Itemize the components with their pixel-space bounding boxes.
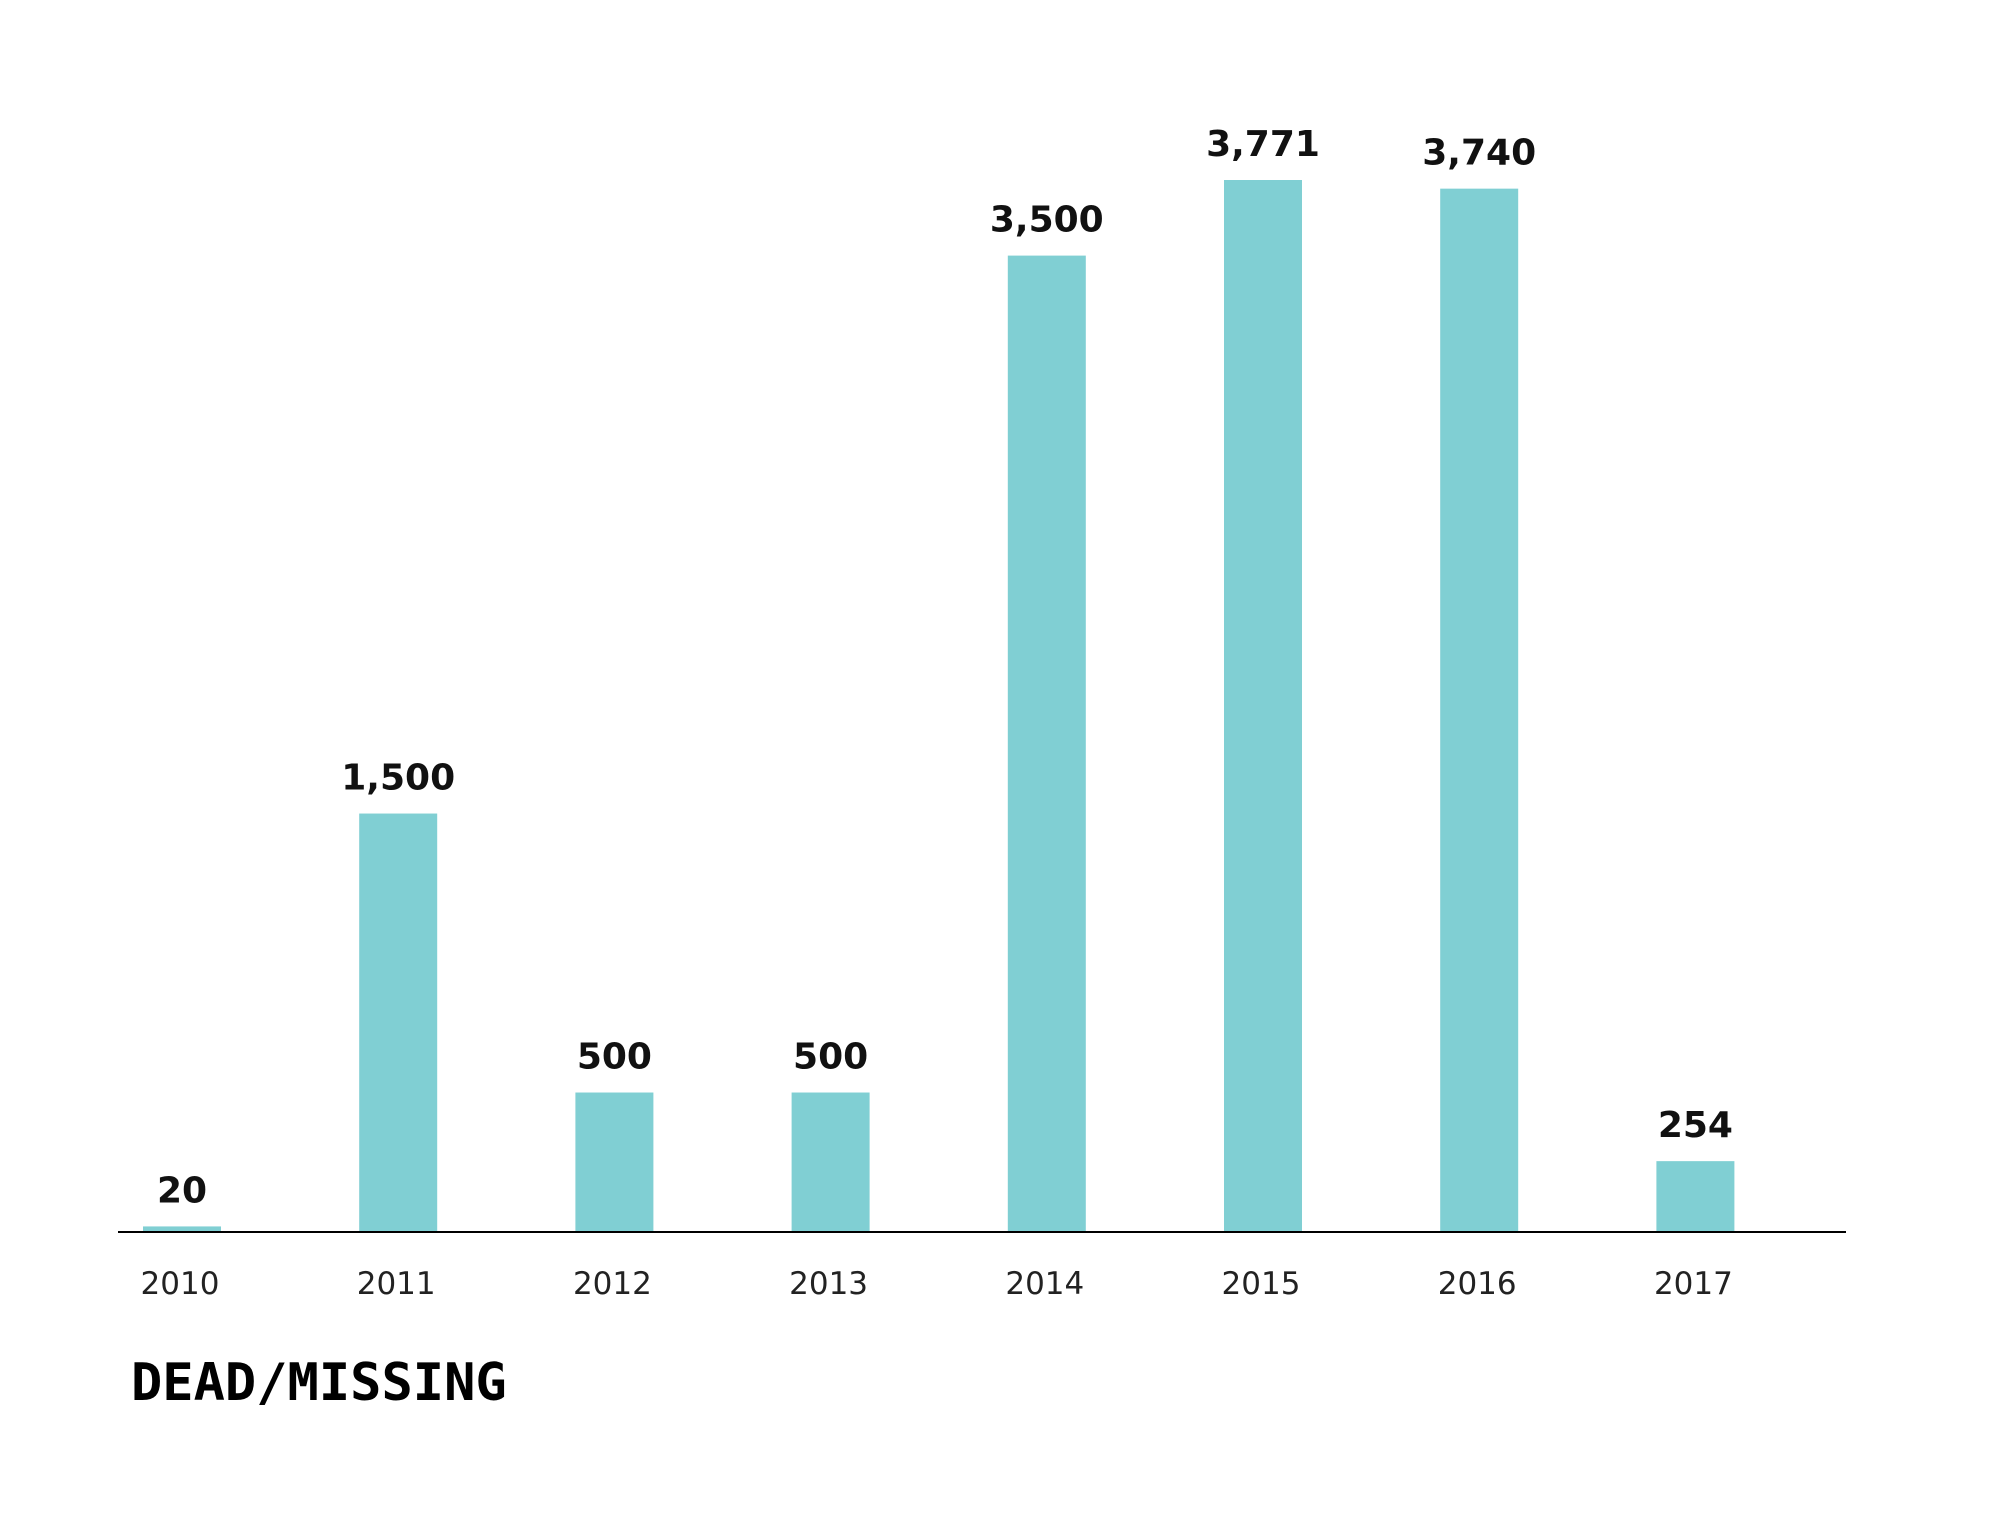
bar-2017 xyxy=(1656,1161,1735,1232)
bar-2014 xyxy=(1007,255,1086,1232)
bars-group xyxy=(143,180,1735,1233)
value-label-2011: 1,500 xyxy=(341,758,455,799)
value-labels-group: 20 1,500 500 500 3,500 3,771 3,740 254 xyxy=(157,124,1733,1211)
x-tick-label-2013: 2013 xyxy=(789,1266,868,1302)
x-tick-labels-group: 2010 2011 2012 2013 2014 2015 2016 2017 xyxy=(141,1266,1733,1302)
x-tick-label-2011: 2011 xyxy=(357,1266,436,1302)
bar-2013 xyxy=(791,1092,870,1232)
x-tick-label-2015: 2015 xyxy=(1222,1266,1301,1302)
value-label-2015: 3,771 xyxy=(1206,124,1320,165)
value-label-2013: 500 xyxy=(793,1037,868,1078)
x-tick-label-2017: 2017 xyxy=(1654,1266,1733,1302)
value-label-2014: 3,500 xyxy=(990,200,1104,241)
x-tick-label-2014: 2014 xyxy=(1005,1266,1084,1302)
x-tick-label-2016: 2016 xyxy=(1438,1266,1517,1302)
bar-2015 xyxy=(1224,180,1302,1232)
value-label-2012: 500 xyxy=(577,1037,652,1078)
bar-2011 xyxy=(359,813,438,1232)
value-label-2010: 20 xyxy=(157,1170,207,1211)
bar-2012 xyxy=(575,1092,654,1232)
value-label-2017: 254 xyxy=(1658,1105,1733,1146)
x-tick-label-2012: 2012 xyxy=(573,1266,652,1302)
bar-2016 xyxy=(1440,188,1519,1233)
value-label-2016: 3,740 xyxy=(1422,133,1536,174)
x-tick-label-2010: 2010 xyxy=(141,1266,220,1302)
chart-caption: DEAD/MISSING xyxy=(131,1353,507,1413)
bar-2010 xyxy=(143,1226,221,1232)
